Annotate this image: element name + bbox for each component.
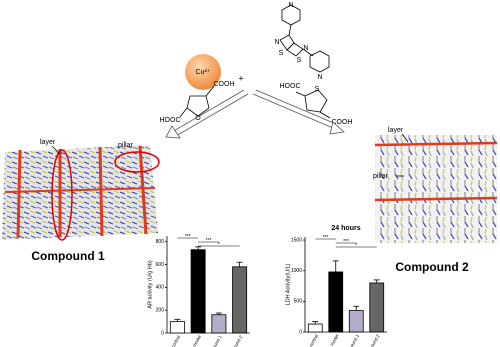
compound-label: Compound 1 — [31, 249, 105, 263]
x-tick-label: model — [192, 335, 202, 347]
atom-label: S — [315, 86, 320, 93]
bar — [348, 310, 364, 333]
atom-label: S — [279, 50, 284, 57]
x-tick-label: compound 2 — [364, 333, 381, 347]
crystal-structure-1 — [2, 145, 160, 241]
atom-label: N — [317, 74, 322, 81]
y-tick-label: 0 — [299, 329, 302, 335]
significance-label: *** — [206, 238, 212, 244]
x-tick-label: compound 1 — [343, 333, 360, 347]
atom-label: N — [288, 2, 293, 9]
y-axis-label: AR activity (U/g Hb) — [147, 260, 153, 308]
metal-label: Cu²⁺ — [196, 69, 211, 76]
x-tick-label: compound 1 — [206, 334, 223, 347]
reaction-arrows — [165, 89, 345, 139]
pillar-label: pillar — [118, 142, 133, 149]
chart-title: 24 hours — [331, 225, 360, 232]
group-label: COOH — [332, 119, 353, 126]
significance-label: * — [218, 242, 220, 248]
significance-label: * — [355, 243, 357, 249]
atom-label: N — [274, 39, 279, 46]
charts: 0 200 400 600 800 AR activity (U/g Hb) control… — [147, 225, 387, 347]
furan-structure — [179, 85, 215, 118]
bar — [211, 314, 227, 334]
significance-label: *** — [343, 239, 349, 245]
ligand-structure — [279, 4, 330, 73]
x-tick-label: model — [329, 334, 339, 347]
y-tick-label: 1000 — [291, 268, 302, 274]
atom-label: O — [195, 115, 201, 122]
bar — [328, 271, 344, 333]
significance-label: *** — [323, 235, 329, 241]
atom-label: S — [297, 57, 302, 64]
x-tick-label: compound 2 — [227, 334, 244, 347]
y-tick-label: 1500 — [291, 237, 302, 243]
y-tick-label: 200 — [156, 308, 165, 314]
y-tick-label: 400 — [156, 285, 165, 291]
significance-label: *** — [185, 234, 191, 240]
y-tick-label: 0 — [161, 330, 164, 336]
pillar-label: pillar — [373, 173, 388, 180]
copper-ion — [185, 54, 221, 90]
layer-label: layer — [40, 139, 56, 146]
x-tick-label: control — [308, 334, 319, 347]
group-label: HOOC — [160, 117, 181, 124]
y-axis-label: LDH Activity(U/L) — [285, 263, 291, 305]
group-label: COOH — [214, 81, 235, 88]
layer-label: layer — [388, 127, 404, 134]
bar — [369, 282, 385, 333]
group-label: HOOC — [280, 83, 301, 90]
y-tick-label: 600 — [156, 262, 165, 268]
bar — [307, 323, 323, 333]
y-tick-label: 500 — [294, 299, 303, 305]
atom-label: N — [303, 45, 308, 52]
compound-label: Compound 2 — [395, 260, 469, 274]
bar — [169, 321, 185, 334]
x-tick-label: control — [170, 335, 181, 347]
y-tick-label: 800 — [156, 239, 165, 245]
crystal-structure-2 — [374, 133, 498, 243]
thiophene-structure — [295, 89, 331, 119]
bar — [232, 266, 248, 334]
plus-sign: + — [238, 73, 243, 83]
bar — [190, 249, 206, 334]
